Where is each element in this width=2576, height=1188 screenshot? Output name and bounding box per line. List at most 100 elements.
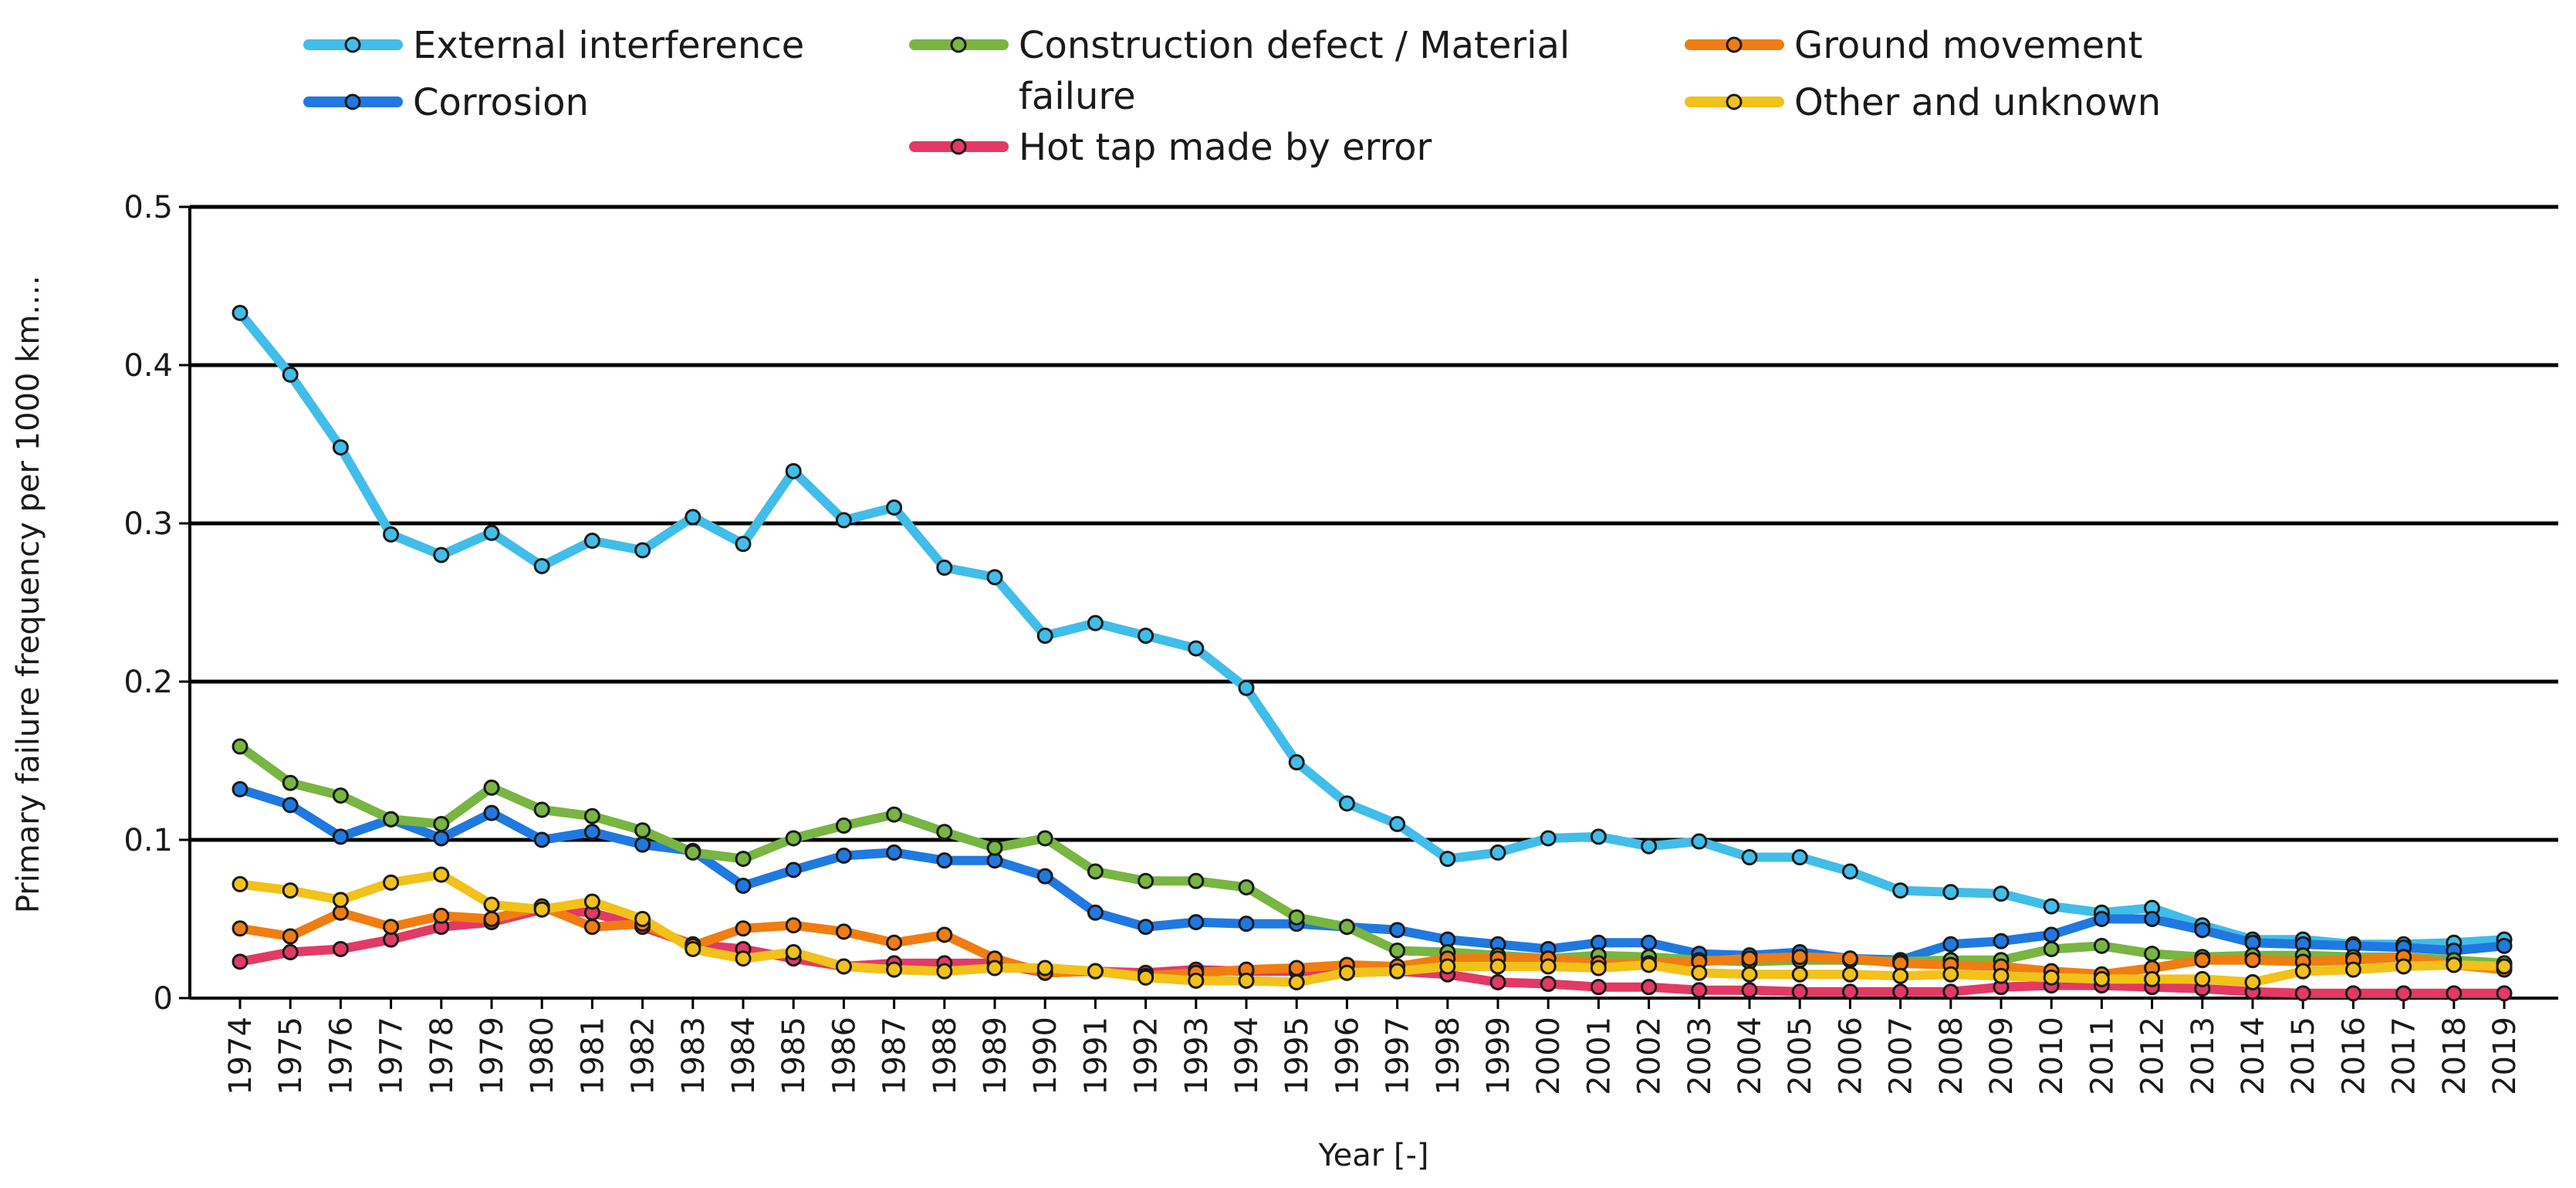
- data-point: [735, 950, 752, 967]
- data-point: [383, 526, 400, 543]
- data-point: [2093, 937, 2110, 954]
- legend-marker: [950, 138, 967, 155]
- y-axis-title: Primary failure frequency per 1000 km...…: [11, 276, 46, 913]
- data-point: [383, 919, 400, 936]
- data-point: [1288, 754, 1305, 771]
- data-point: [583, 533, 600, 550]
- y-tick-label: 0.5: [123, 190, 173, 225]
- data-point: [232, 920, 248, 937]
- data-point: [2194, 970, 2211, 987]
- data-point: [2344, 961, 2361, 978]
- data-point: [2093, 911, 2110, 927]
- data-point: [483, 804, 500, 821]
- data-point: [2043, 969, 2060, 986]
- data-point: [332, 787, 349, 804]
- data-point: [634, 911, 651, 927]
- data-point: [835, 512, 852, 529]
- data-point: [483, 911, 500, 927]
- data-point: [232, 738, 248, 755]
- x-tick-label: 2001: [1581, 1017, 1617, 1095]
- x-tick-label: 2017: [2387, 1017, 2422, 1095]
- data-point: [433, 866, 450, 883]
- data-point: [2294, 985, 2311, 1002]
- data-point: [1942, 983, 1959, 1000]
- x-tick-label: 1996: [1330, 1017, 1365, 1095]
- data-point: [583, 807, 600, 824]
- data-point: [282, 774, 299, 791]
- data-point: [986, 569, 1003, 586]
- data-point: [785, 830, 802, 847]
- data-point: [433, 816, 450, 832]
- data-point: [1036, 960, 1053, 976]
- data-point: [332, 828, 349, 845]
- x-tick-label: 1981: [575, 1017, 610, 1095]
- data-point: [1641, 934, 1658, 951]
- x-tick-label: 1983: [676, 1017, 712, 1095]
- data-point: [1238, 916, 1255, 932]
- data-point: [1338, 964, 1355, 981]
- data-point: [2144, 970, 2161, 987]
- data-point: [1138, 628, 1154, 645]
- series-line: [235, 308, 2509, 949]
- data-point: [2496, 985, 2513, 1002]
- data-point: [1942, 936, 1959, 953]
- data-point: [232, 875, 248, 892]
- y-tick-label: 0: [154, 981, 173, 1017]
- data-point: [835, 817, 852, 834]
- data-point: [1087, 963, 1104, 980]
- data-point: [1087, 863, 1104, 880]
- data-point: [583, 893, 600, 910]
- data-point: [685, 940, 701, 957]
- data-point: [1641, 956, 1658, 973]
- data-point: [1641, 838, 1658, 855]
- x-tick-label: 1991: [1078, 1017, 1114, 1095]
- data-point: [583, 824, 600, 841]
- data-point: [533, 901, 550, 918]
- x-tick-label: 1976: [323, 1017, 359, 1095]
- data-point: [332, 439, 349, 456]
- legend-marker: [950, 36, 967, 53]
- data-point: [1138, 969, 1154, 986]
- data-point: [2043, 940, 2060, 957]
- data-point: [936, 559, 953, 576]
- data-point: [2446, 956, 2463, 973]
- data-point: [986, 839, 1003, 856]
- data-point: [1138, 872, 1154, 889]
- data-point: [785, 944, 802, 961]
- x-tick-label: 1975: [273, 1017, 309, 1095]
- data-point: [1540, 830, 1557, 847]
- legend-label: Corrosion: [413, 81, 589, 124]
- legend: External interference Corrosion Constructi…: [303, 24, 2161, 169]
- x-tick-label: 2015: [2286, 1017, 2321, 1095]
- data-point: [886, 961, 903, 978]
- gridlines: [190, 205, 2558, 842]
- x-tick-label: 1999: [1481, 1017, 1516, 1095]
- data-point: [2043, 898, 2060, 915]
- x-tick-label: 1992: [1129, 1017, 1165, 1095]
- legend-marker: [1726, 93, 1743, 110]
- data-point: [1087, 614, 1104, 631]
- data-point: [1489, 958, 1506, 975]
- data-point: [1892, 983, 1909, 1000]
- data-point: [1036, 868, 1053, 885]
- x-tick-label: 1977: [374, 1017, 410, 1095]
- data-point: [1841, 863, 1858, 880]
- x-tick-label: 2004: [1733, 1017, 1768, 1095]
- x-tick-label: 2003: [1682, 1017, 1718, 1095]
- data-point: [2344, 985, 2361, 1002]
- data-point: [533, 831, 550, 848]
- data-point: [1993, 932, 2010, 949]
- x-tick-label: 2013: [2186, 1017, 2221, 1095]
- data-point: [2395, 985, 2412, 1002]
- x-tick-label: 1985: [776, 1017, 812, 1095]
- data-point: [1036, 628, 1053, 645]
- data-point: [1389, 816, 1406, 832]
- data-point: [886, 844, 903, 861]
- data-point: [1238, 679, 1255, 696]
- data-point: [483, 779, 500, 796]
- legend-label: Hot tap made by error: [1019, 126, 1432, 169]
- data-point: [1942, 966, 1959, 983]
- data-point: [1288, 974, 1305, 990]
- data-point: [1691, 964, 1708, 981]
